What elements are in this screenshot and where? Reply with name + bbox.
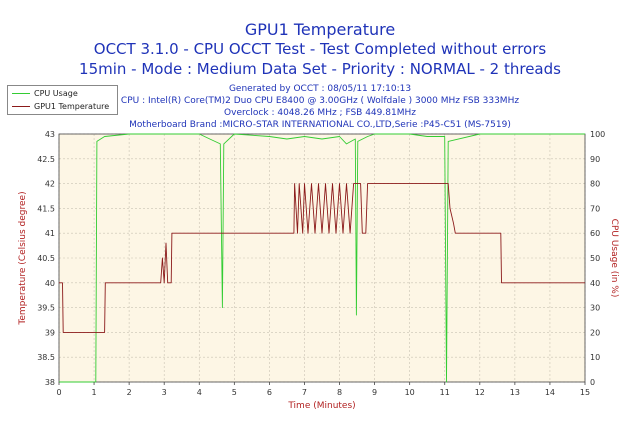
plot-frame	[58, 133, 586, 383]
plot-background	[59, 134, 585, 382]
y-left-tick-label-10: 43	[45, 130, 55, 139]
legend-label-gpu1-temperature: GPU1 Temperature	[34, 101, 110, 111]
x-tick-label-10: 10	[405, 388, 415, 397]
x-tick-label-7: 7	[302, 388, 307, 397]
y-left-axis-title: Temperature (Celsius degree)	[18, 191, 28, 325]
chart-legend: CPU Usage GPU1 Temperature	[7, 85, 118, 115]
legend-label-cpu-usage: CPU Usage	[34, 88, 78, 98]
x-tick-label-1: 1	[92, 388, 97, 397]
x-tick-label-4: 4	[197, 388, 202, 397]
legend-swatch-cpu-usage	[12, 92, 30, 94]
chart-subtitle-line-2: 15min - Mode : Medium Data Set - Priorit…	[79, 60, 561, 78]
y-right-tick-label-3: 30	[590, 304, 600, 313]
info-generated: Generated by OCCT : 08/05/11 17:10:13	[228, 84, 412, 94]
y-left-tick-label-1: 38.5	[37, 353, 55, 362]
legend-item-cpu-usage: CPU Usage	[12, 87, 78, 99]
x-tick-label-5: 5	[232, 388, 237, 397]
x-tick-label-9: 9	[372, 388, 377, 397]
x-tick-label-15: 15	[580, 388, 590, 397]
y-left-tick-label-9: 42.5	[37, 155, 55, 164]
y-left-tick-label-6: 41	[45, 229, 55, 238]
y-right-tick-label-1: 10	[590, 353, 600, 362]
chart-subtitle-line-1: OCCT 3.1.0 - CPU OCCT Test - Test Comple…	[93, 40, 547, 58]
chart-title: GPU1 Temperature	[244, 20, 396, 39]
y-right-tick-label-6: 60	[590, 229, 600, 238]
x-tick-label-2: 2	[127, 388, 132, 397]
x-tick-label-13: 13	[510, 388, 520, 397]
y-right-tick-label-4: 40	[590, 279, 600, 288]
x-tick-label-8: 8	[337, 388, 342, 397]
x-tick-label-0: 0	[56, 388, 61, 397]
info-cpu: CPU : Intel(R) Core(TM)2 Duo CPU E8400 @…	[120, 96, 520, 106]
y-right-tick-label-10: 100	[590, 130, 605, 139]
legend-item-gpu1-temperature: GPU1 Temperature	[12, 100, 109, 112]
x-tick-label-12: 12	[475, 388, 485, 397]
y-left-tick-label-8: 42	[45, 180, 55, 189]
x-tick-label-3: 3	[162, 388, 167, 397]
x-axis-title: Time (Minutes)	[287, 401, 355, 411]
y-right-tick-label-7: 70	[590, 204, 600, 213]
series-line-gpu1-temperature	[59, 183, 585, 333]
y-right-tick-label-2: 20	[590, 328, 600, 337]
y-right-tick-label-5: 50	[590, 254, 600, 263]
x-tick-label-14: 14	[545, 388, 555, 397]
y-left-tick-label-4: 40	[45, 279, 55, 288]
y-left-tick-label-3: 39.5	[37, 304, 55, 313]
y-right-tick-label-9: 90	[590, 155, 600, 164]
y-right-tick-label-0: 0	[590, 378, 595, 387]
y-left-tick-label-7: 41.5	[37, 204, 55, 213]
x-tick-label-11: 11	[440, 388, 450, 397]
y-left-tick-label-0: 38	[45, 378, 55, 387]
y-right-axis-title: CPU Usage (in %)	[609, 219, 619, 298]
legend-swatch-gpu1-temperature	[12, 105, 30, 107]
y-right-tick-label-8: 80	[590, 180, 600, 189]
x-tick-label-6: 6	[267, 388, 272, 397]
series-line-cpu-usage	[59, 133, 585, 383]
info-motherboard: Motherboard Brand :MICRO-STAR INTERNATIO…	[129, 120, 511, 130]
y-left-tick-label-2: 39	[45, 328, 55, 337]
y-left-tick-label-5: 40.5	[37, 254, 55, 263]
info-overclock: Overclock : 4048.26 MHz ; FSB 449.81MHz	[224, 108, 416, 118]
